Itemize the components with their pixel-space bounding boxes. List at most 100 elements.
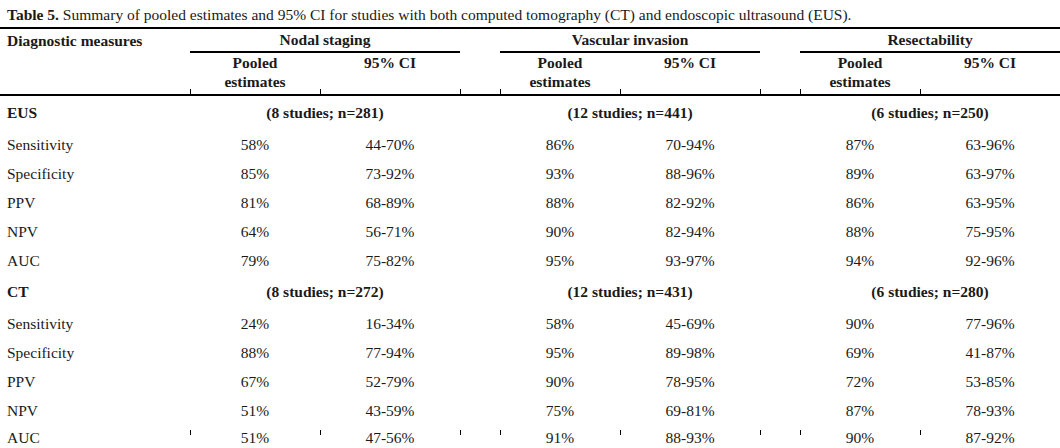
spacer-cell (760, 188, 800, 217)
value-cell: 52-79% (320, 367, 460, 396)
value-cell: 87% (800, 130, 920, 159)
value-cell: 47-56% (320, 425, 460, 448)
value-cell: 56-71% (320, 217, 460, 246)
subheader-pooled-estimates: Pooled estimates (800, 52, 920, 95)
spacer-cell (760, 338, 800, 367)
value-cell: 88% (500, 188, 620, 217)
value-cell: 90% (500, 367, 620, 396)
spacer-cell (460, 217, 500, 246)
spacer-cell (460, 188, 500, 217)
value-cell: 24% (190, 309, 320, 338)
value-cell: 89-98% (620, 338, 760, 367)
value-cell: 51% (190, 425, 320, 448)
value-cell: 91% (500, 425, 620, 448)
col-header-diagnostic-measures: Diagnostic measures (0, 29, 190, 52)
measure-label: PPV (0, 367, 190, 396)
value-cell: 69% (800, 338, 920, 367)
value-cell: 67% (190, 367, 320, 396)
value-cell: 73-92% (320, 159, 460, 188)
value-cell: 86% (500, 130, 620, 159)
spacer-cell (760, 159, 800, 188)
value-cell: 79% (190, 246, 320, 275)
value-cell: 95% (500, 338, 620, 367)
studies-count: (6 studies; n=280) (800, 275, 1060, 309)
value-cell: 58% (190, 130, 320, 159)
value-cell: 78-93% (920, 396, 1060, 425)
value-cell: 45-69% (620, 309, 760, 338)
column-tick (500, 430, 501, 435)
subheader-95ci: 95% CI (620, 52, 760, 95)
column-tick (800, 430, 801, 435)
group-header-nodal-staging: Nodal staging (190, 29, 460, 52)
value-cell: 64% (190, 217, 320, 246)
subheader-pooled-estimates-text: Pooled estimates (523, 53, 597, 92)
value-cell: 77-96% (920, 309, 1060, 338)
spacer-cell (460, 130, 500, 159)
section-row-ct: CT (8 studies; n=272) (12 studies; n=431… (0, 275, 1060, 309)
value-cell: 95% (500, 246, 620, 275)
table-row-ct-ppv: PPV 67% 52-79% 90% 78-95% 72% 53-85% (0, 367, 1060, 396)
section-label: CT (0, 275, 190, 309)
column-tick (320, 430, 321, 435)
column-tick (190, 89, 191, 94)
value-cell: 63-95% (920, 188, 1060, 217)
spacer-cell (460, 275, 500, 309)
value-cell: 72% (800, 367, 920, 396)
subheader-95ci: 95% CI (920, 52, 1060, 95)
spacer-cell (760, 367, 800, 396)
measure-label: AUC (0, 425, 190, 448)
value-cell: 87-92% (920, 425, 1060, 448)
subheader-pooled-estimates: Pooled estimates (190, 52, 320, 95)
column-tick (800, 89, 801, 94)
value-cell: 75-95% (920, 217, 1060, 246)
group-header-resectability: Resectability (800, 29, 1060, 52)
subheader-pooled-estimates-text: Pooled estimates (218, 53, 292, 92)
subheader-pooled-estimates-text: Pooled estimates (823, 53, 897, 92)
value-cell: 68-89% (320, 188, 460, 217)
value-cell: 93% (500, 159, 620, 188)
value-cell: 75% (500, 396, 620, 425)
value-cell: 86% (800, 188, 920, 217)
spacer-cell (460, 95, 500, 130)
measure-label: Sensitivity (0, 309, 190, 338)
measure-label: NPV (0, 396, 190, 425)
column-tick (760, 89, 761, 94)
measure-label: Specificity (0, 338, 190, 367)
spacer-cell (460, 29, 500, 52)
summary-table: Diagnostic measures Nodal staging Vascul… (0, 29, 1060, 448)
column-tick (920, 430, 921, 435)
column-tick (460, 430, 461, 435)
table-row-ct-auc: AUC 51% 47-56% 91% 88-93% 90% 87-92% (0, 425, 1060, 448)
spacer-cell (460, 367, 500, 396)
table-row-eus-auc: AUC 79% 75-82% 95% 93-97% 94% 92-96% (0, 246, 1060, 275)
measure-label: NPV (0, 217, 190, 246)
paper-table-page: Table 5. Summary of pooled estimates and… (0, 0, 1060, 448)
spacer-cell (760, 130, 800, 159)
column-tick (190, 430, 191, 435)
studies-count: (12 studies; n=441) (500, 95, 760, 130)
table-row-eus-specificity: Specificity 85% 73-92% 93% 88-96% 89% 63… (0, 159, 1060, 188)
spacer-cell (760, 309, 800, 338)
value-cell: 63-96% (920, 130, 1060, 159)
column-tick (320, 89, 321, 94)
spacer-cell (760, 396, 800, 425)
column-tick (920, 89, 921, 94)
value-cell: 92-96% (920, 246, 1060, 275)
value-cell: 90% (500, 217, 620, 246)
value-cell: 58% (500, 309, 620, 338)
column-tick (620, 430, 621, 435)
value-cell: 88-96% (620, 159, 760, 188)
spacer-cell (760, 52, 800, 95)
table-row-eus-ppv: PPV 81% 68-89% 88% 82-92% 86% 63-95% (0, 188, 1060, 217)
subheader-95ci: 95% CI (320, 52, 460, 95)
column-tick (760, 430, 761, 435)
spacer-cell (760, 95, 800, 130)
table-caption-text: Summary of pooled estimates and 95% CI f… (59, 6, 852, 23)
spacer-cell (760, 425, 800, 448)
value-cell: 77-94% (320, 338, 460, 367)
subheader-pooled-estimates: Pooled estimates (500, 52, 620, 95)
table-caption-label: Table 5. (7, 6, 59, 23)
value-cell: 90% (800, 425, 920, 448)
table-row-ct-specificity: Specificity 88% 77-94% 95% 89-98% 69% 41… (0, 338, 1060, 367)
studies-count: (8 studies; n=272) (190, 275, 460, 309)
